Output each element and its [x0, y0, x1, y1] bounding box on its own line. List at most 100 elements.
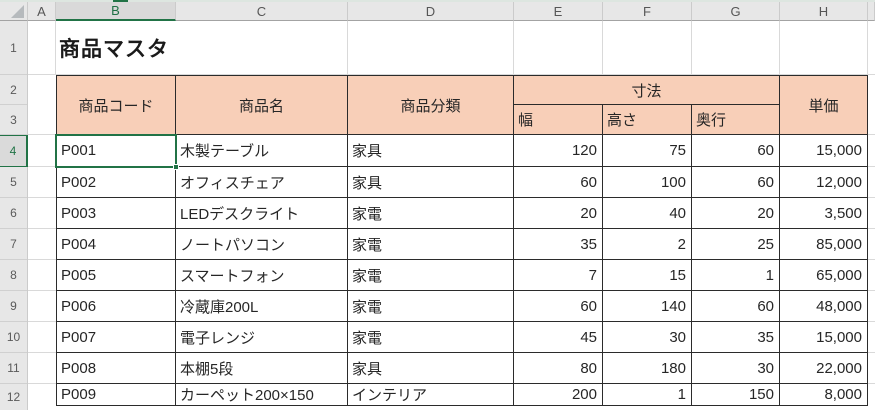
cell-F1[interactable]: [603, 21, 692, 75]
row-header-10[interactable]: 10: [0, 322, 27, 353]
row-header-8[interactable]: 8: [0, 260, 27, 291]
width-cell[interactable]: 60: [514, 167, 603, 198]
width-cell[interactable]: 35: [514, 229, 603, 260]
row-header-11[interactable]: 11: [0, 353, 27, 384]
select-all-button[interactable]: [0, 2, 28, 21]
product-category-cell[interactable]: 家具: [348, 167, 514, 198]
height-cell[interactable]: 1: [603, 384, 692, 406]
product-name-cell[interactable]: 本棚5段: [176, 353, 348, 384]
row-header-2[interactable]: 2: [0, 75, 27, 105]
width-cell[interactable]: 80: [514, 353, 603, 384]
product-category-cell[interactable]: 家電: [348, 260, 514, 291]
header-width[interactable]: 幅: [514, 105, 603, 135]
cell-A8[interactable]: [28, 260, 56, 291]
product-category-cell[interactable]: インテリア: [348, 384, 514, 406]
product-name-cell[interactable]: カーペット200×150: [176, 384, 348, 406]
header-product-category[interactable]: 商品分類: [348, 75, 514, 135]
width-cell[interactable]: 7: [514, 260, 603, 291]
product-category-cell[interactable]: 家電: [348, 198, 514, 229]
height-cell[interactable]: 140: [603, 291, 692, 322]
header-unit-price[interactable]: 単価: [780, 75, 868, 135]
row-header-12[interactable]: 12: [6, 390, 21, 404]
price-cell[interactable]: 65,000: [780, 260, 868, 291]
product-name-cell[interactable]: スマートフォン: [176, 260, 348, 291]
product-name-cell[interactable]: LEDデスクライト: [176, 198, 348, 229]
cell-D1[interactable]: [348, 21, 514, 75]
cell-A4[interactable]: [28, 135, 56, 167]
price-cell[interactable]: 48,000: [780, 291, 868, 322]
column-header-H[interactable]: H: [780, 2, 868, 21]
product-name-cell[interactable]: 冷蔵庫200L: [176, 291, 348, 322]
depth-cell[interactable]: 30: [692, 353, 780, 384]
cell-A9[interactable]: [28, 291, 56, 322]
height-cell[interactable]: 15: [603, 260, 692, 291]
depth-cell[interactable]: 1: [692, 260, 780, 291]
width-cell[interactable]: 45: [514, 322, 603, 353]
cell-A1[interactable]: [28, 21, 56, 75]
price-cell[interactable]: 22,000: [780, 353, 868, 384]
cell-G1[interactable]: [692, 21, 780, 75]
header-dimensions[interactable]: 寸法: [514, 75, 780, 105]
product-category-cell[interactable]: 家具: [348, 353, 514, 384]
price-cell[interactable]: 12,000: [780, 167, 868, 198]
height-cell[interactable]: 100: [603, 167, 692, 198]
depth-cell[interactable]: 60: [692, 167, 780, 198]
product-category-cell[interactable]: 家電: [348, 322, 514, 353]
depth-cell[interactable]: 60: [692, 291, 780, 322]
width-cell[interactable]: 120: [514, 135, 603, 167]
height-cell[interactable]: 180: [603, 353, 692, 384]
depth-cell[interactable]: 20: [692, 198, 780, 229]
header-depth[interactable]: 奥行: [692, 105, 780, 135]
depth-cell[interactable]: 35: [692, 322, 780, 353]
product-code-cell[interactable]: P004: [56, 229, 176, 260]
width-cell[interactable]: 20: [514, 198, 603, 229]
cell-A11[interactable]: [28, 353, 56, 384]
product-code-cell[interactable]: P008: [56, 353, 176, 384]
row-header-9[interactable]: 9: [0, 291, 27, 322]
column-header-G[interactable]: G: [692, 2, 780, 21]
cell-A2[interactable]: [28, 75, 56, 135]
row-header-7[interactable]: 7: [0, 229, 27, 260]
product-code-cell[interactable]: P003: [56, 198, 176, 229]
product-code-cell[interactable]: P009: [56, 384, 176, 406]
width-cell[interactable]: 60: [514, 291, 603, 322]
cell-A12[interactable]: [28, 384, 56, 406]
depth-cell[interactable]: 60: [692, 135, 780, 167]
product-name-cell[interactable]: ノートパソコン: [176, 229, 348, 260]
product-name-cell[interactable]: 電子レンジ: [176, 322, 348, 353]
row-header-4[interactable]: 4: [0, 135, 28, 167]
product-name-cell[interactable]: 木製テーブル: [176, 135, 348, 167]
product-name-cell[interactable]: オフィスチェア: [176, 167, 348, 198]
cell-A6[interactable]: [28, 198, 56, 229]
row-header-1[interactable]: 1: [0, 21, 27, 75]
row-header-5[interactable]: 5: [0, 167, 27, 198]
depth-cell[interactable]: 25: [692, 229, 780, 260]
product-category-cell[interactable]: 家具: [348, 135, 514, 167]
header-product-name[interactable]: 商品名: [176, 75, 348, 135]
row-header-6[interactable]: 6: [0, 198, 27, 229]
column-header-B[interactable]: B: [56, 2, 176, 21]
cell-A7[interactable]: [28, 229, 56, 260]
product-code-cell[interactable]: P007: [56, 322, 176, 353]
column-header-A[interactable]: A: [28, 2, 56, 21]
header-height[interactable]: 高さ: [603, 105, 692, 135]
height-cell[interactable]: 40: [603, 198, 692, 229]
width-cell[interactable]: 200: [514, 384, 603, 406]
price-cell[interactable]: 15,000: [780, 135, 868, 167]
sheet-title-cell[interactable]: 商品マスタ: [56, 21, 348, 75]
row-header-3[interactable]: 3: [0, 105, 27, 135]
column-header-C[interactable]: C: [176, 2, 348, 21]
price-cell[interactable]: 85,000: [780, 229, 868, 260]
column-header-D[interactable]: D: [348, 2, 514, 21]
cell-A10[interactable]: [28, 322, 56, 353]
product-category-cell[interactable]: 家電: [348, 229, 514, 260]
header-product-code[interactable]: 商品コード: [56, 75, 176, 135]
product-code-cell[interactable]: P005: [56, 260, 176, 291]
price-cell[interactable]: 8,000: [780, 384, 868, 406]
product-category-cell[interactable]: 家電: [348, 291, 514, 322]
height-cell[interactable]: 75: [603, 135, 692, 167]
cell-A5[interactable]: [28, 167, 56, 198]
cell-B4-product-code[interactable]: P001: [56, 135, 176, 167]
cell-H1[interactable]: [780, 21, 868, 75]
price-cell[interactable]: 3,500: [780, 198, 868, 229]
